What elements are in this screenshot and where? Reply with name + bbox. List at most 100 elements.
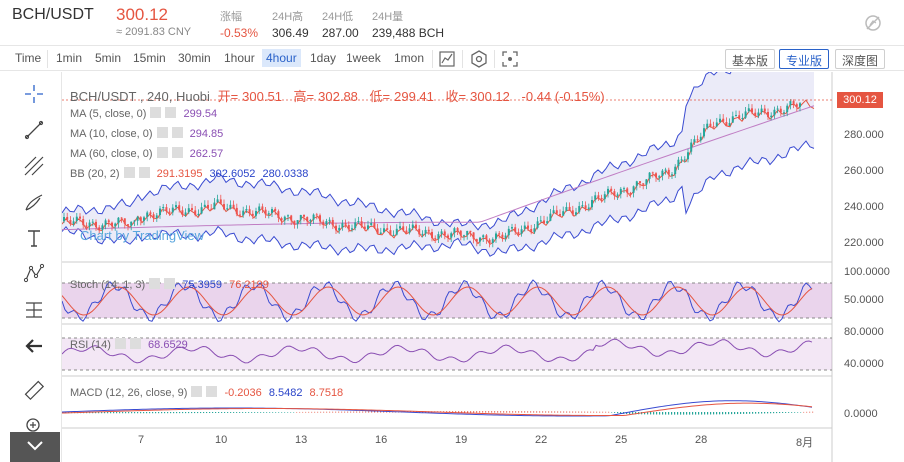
back-arrow-icon[interactable] [22,334,46,358]
fullscreen-icon[interactable] [500,49,520,69]
interval-30min[interactable]: 30min [178,51,211,65]
candle-body [399,226,401,229]
price-chart[interactable] [61,54,904,462]
macd-histogram-bar [503,411,505,413]
text-tool-icon[interactable] [22,226,46,250]
candle-body [770,115,773,118]
interval-1mon[interactable]: 1mon [394,51,425,65]
macd-histogram-bar [716,412,718,415]
candle-body [411,224,414,228]
chart-area[interactable]: BCH/USDT , 240, Huobi 开= 300.51 高= 302.88 … [61,54,904,462]
measure-icon[interactable] [22,298,46,322]
pattern-icon[interactable] [22,262,46,286]
macd-histogram-bar [182,412,184,414]
interval-1min[interactable]: 1min [56,51,83,65]
macd-histogram-bar [266,412,268,413]
macd-histogram-bar [767,412,769,414]
hide-chart-icon[interactable] [864,14,882,32]
stoch-band [62,283,832,318]
candle-body [712,126,715,128]
macd-histogram-bar [575,411,577,413]
candle-body [738,115,741,119]
candle-body [88,222,91,227]
macd-histogram-bar [644,412,646,415]
candle-body [75,216,78,222]
macd-histogram-bar [98,412,100,414]
candle-body [690,142,693,152]
macd-histogram-bar [764,412,766,414]
pair-name[interactable]: BCH/USDT [12,6,94,23]
low-legend: 低= 299.41 [369,89,434,104]
interval-1week[interactable]: 1week [346,51,381,65]
ruler-icon[interactable] [22,378,46,402]
divider [462,50,463,68]
candle-body [546,221,549,224]
macd-histogram-bar [272,412,274,413]
chart-type-icon[interactable] [437,49,457,69]
candle-body [229,204,232,209]
macd-histogram-bar [482,411,484,413]
interval-1hour[interactable]: 1hour [224,51,255,65]
view-pro-button[interactable]: 专业版 [779,49,830,69]
view-basic-button[interactable]: 基本版 [725,49,776,69]
rsi-line [61,338,813,364]
macd-histogram-bar [173,412,175,414]
candle-body [280,218,283,221]
macd-histogram-bar [593,411,595,413]
macd-histogram-bar [791,412,793,413]
candle-body [482,235,485,238]
zoom-icon[interactable] [22,414,46,438]
candle-body [181,210,184,215]
candle-body [552,210,555,214]
stoch-legend: Stoch (14, 1, 3) 75.3959 76.2199 [70,278,269,291]
candle-body [283,216,286,221]
brush-icon[interactable] [22,190,46,214]
candle-body [194,210,197,216]
candle-body [447,235,449,238]
candle-body [159,208,161,216]
macd-histogram-bar [695,412,697,415]
macd-histogram-bar [680,412,682,415]
candle-body [370,223,373,226]
macd-histogram-bar [233,412,235,413]
candle-body [530,228,533,233]
interval-time[interactable]: Time [15,51,42,65]
macd-histogram-bar [605,411,607,413]
macd-histogram-bar [698,412,700,415]
candle-body [792,101,795,104]
crosshair-icon[interactable] [22,82,46,106]
interval-15min[interactable]: 15min [133,51,166,65]
interval-1day[interactable]: 1day [310,51,337,65]
candle-body [248,209,251,214]
change-value: -0.53% [220,26,259,40]
candle-body [107,220,110,223]
candle-body [619,188,622,195]
candle-body [491,239,494,243]
pitchfork-icon[interactable] [22,154,46,178]
candle-body [255,211,257,216]
candle-body [79,216,81,219]
candle-body [354,222,357,228]
macd-histogram-bar [773,412,775,414]
candle-body [69,220,72,224]
candle-body [239,214,241,216]
interval-4hour[interactable]: 4hour [262,49,301,67]
candle-body [331,219,334,226]
macd-histogram-bar [245,412,247,413]
interval-5min[interactable]: 5min [95,51,122,65]
last-price-tag: 300.12 [837,92,883,108]
macd-histogram-bar [128,412,130,414]
settings-icon[interactable] [469,49,489,69]
candle-body [120,217,123,219]
view-depth-button[interactable]: 深度图 [835,49,886,69]
candle-body [274,208,277,211]
time-axis-label: 7 [138,434,145,446]
candle-body [322,221,325,225]
macd-histogram-bar [512,411,514,413]
collapse-toolbar-button[interactable] [10,432,60,462]
macd-histogram-bar [455,411,457,413]
macd-histogram-bar [305,411,307,413]
macd-histogram-bar [104,412,106,414]
trend-line-icon[interactable] [22,118,46,142]
macd-histogram-bar [509,411,511,413]
